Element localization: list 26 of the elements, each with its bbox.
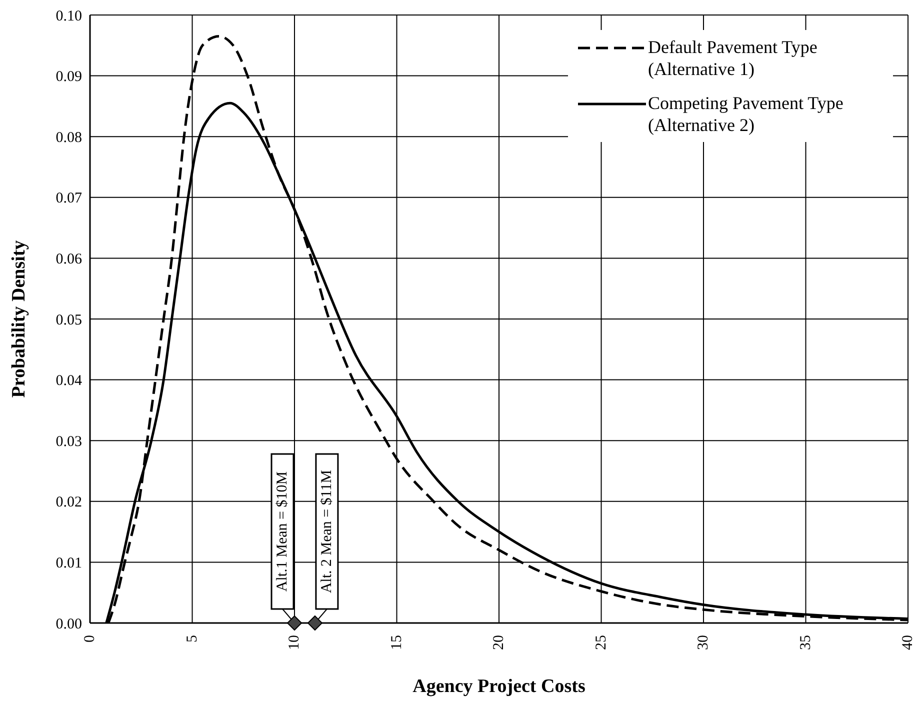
y-tick-label: 0.01 (56, 556, 82, 572)
y-tick-label: 0.02 (56, 494, 82, 511)
y-tick-label: 0.09 (56, 69, 82, 86)
x-tick-label: 15 (388, 635, 405, 650)
x-tick-label: 30 (696, 635, 712, 650)
y-tick-label: 0.05 (56, 312, 82, 328)
y-tick-label: 0.07 (56, 190, 82, 207)
legend-label: Competing Pavement Type (Alternative 2) (648, 92, 844, 136)
x-tick-label: 5 (184, 635, 200, 642)
legend-label: Default Pavement Type (Alternative 1) (648, 36, 818, 80)
x-tick-label: 35 (798, 635, 814, 650)
y-tick-label: 0.00 (56, 616, 82, 632)
y-axis-title: Probability Density (8, 240, 30, 398)
annotation: Alt. 2 Mean = $11M (318, 470, 335, 594)
y-tick-label: 0.03 (56, 434, 82, 450)
x-tick-label: 10 (286, 635, 302, 650)
x-tick-label: 0 (82, 635, 98, 642)
x-axis-title: Agency Project Costs (412, 676, 586, 697)
y-tick-label: 0.04 (56, 373, 82, 390)
y-tick-label: 0.08 (56, 130, 82, 146)
x-tick-label: 25 (593, 635, 610, 650)
y-tick-label: 0.10 (56, 8, 82, 24)
x-tick-label: 20 (491, 635, 507, 650)
annotation: Alt.1 Mean = $10M (274, 471, 290, 592)
y-tick-label: 0.06 (56, 252, 82, 268)
x-tick-label: 40 (900, 635, 916, 650)
